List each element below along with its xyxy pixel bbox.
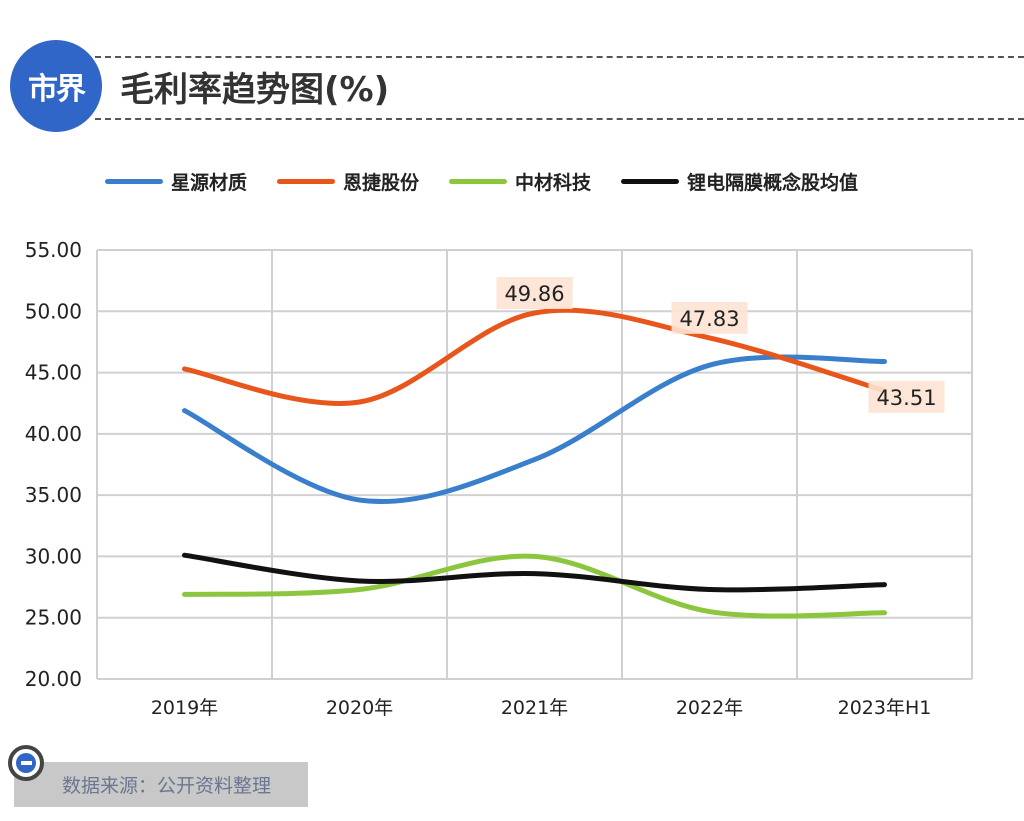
y-tick-label: 20.00 — [25, 667, 82, 691]
source-icon — [8, 745, 44, 781]
legend-item: 恩捷股份 — [277, 168, 419, 195]
data-label-bg — [496, 277, 573, 310]
series-line — [182, 553, 887, 619]
x-tick-label: 2019年 — [151, 697, 218, 719]
source-note: 数据来源：公开资料整理 — [14, 762, 308, 807]
x-tick-label: 2021年 — [501, 697, 568, 719]
legend-label: 锂电隔膜概念股均值 — [687, 172, 859, 194]
data-label-bg — [671, 301, 748, 334]
legend-item: 中材科技 — [449, 168, 591, 195]
legend: 星源材质 恩捷股份 中材科技 锂电隔膜概念股均值 — [105, 168, 858, 195]
legend-label: 中材科技 — [515, 172, 592, 194]
legend-label: 恩捷股份 — [343, 172, 420, 194]
legend-swatch — [449, 179, 508, 184]
series-line — [182, 354, 887, 505]
x-tick-label: 2022年 — [676, 697, 743, 719]
y-tick-label: 55.00 — [25, 238, 82, 262]
x-tick-label: 2023年H1 — [838, 697, 932, 719]
data-label: 43.51 — [876, 386, 936, 410]
legend-swatch — [105, 179, 163, 184]
legend-label: 星源材质 — [171, 172, 248, 194]
y-tick-label: 50.00 — [25, 299, 82, 323]
y-tick-label: 45.00 — [25, 361, 82, 385]
dashed-line-top — [95, 56, 1024, 58]
chart-title: 毛利率趋势图(%) — [120, 70, 390, 110]
series-line — [182, 552, 887, 593]
logo: 市界 — [10, 40, 102, 132]
y-tick-label: 40.00 — [25, 422, 82, 446]
legend-item: 星源材质 — [105, 168, 247, 195]
y-tick-label: 30.00 — [25, 544, 82, 568]
series-line — [182, 307, 887, 406]
y-tick-label: 35.00 — [25, 483, 82, 507]
x-tick-label: 2020年 — [326, 697, 393, 719]
legend-swatch — [277, 179, 336, 184]
legend-item: 锂电隔膜概念股均值 — [621, 168, 858, 195]
legend-swatch — [621, 179, 680, 184]
data-label: 49.86 — [504, 282, 564, 306]
data-label: 47.83 — [679, 307, 739, 331]
data-label-bg — [868, 380, 945, 413]
dashed-line-bottom — [95, 118, 1024, 120]
y-tick-label: 25.00 — [25, 606, 82, 630]
